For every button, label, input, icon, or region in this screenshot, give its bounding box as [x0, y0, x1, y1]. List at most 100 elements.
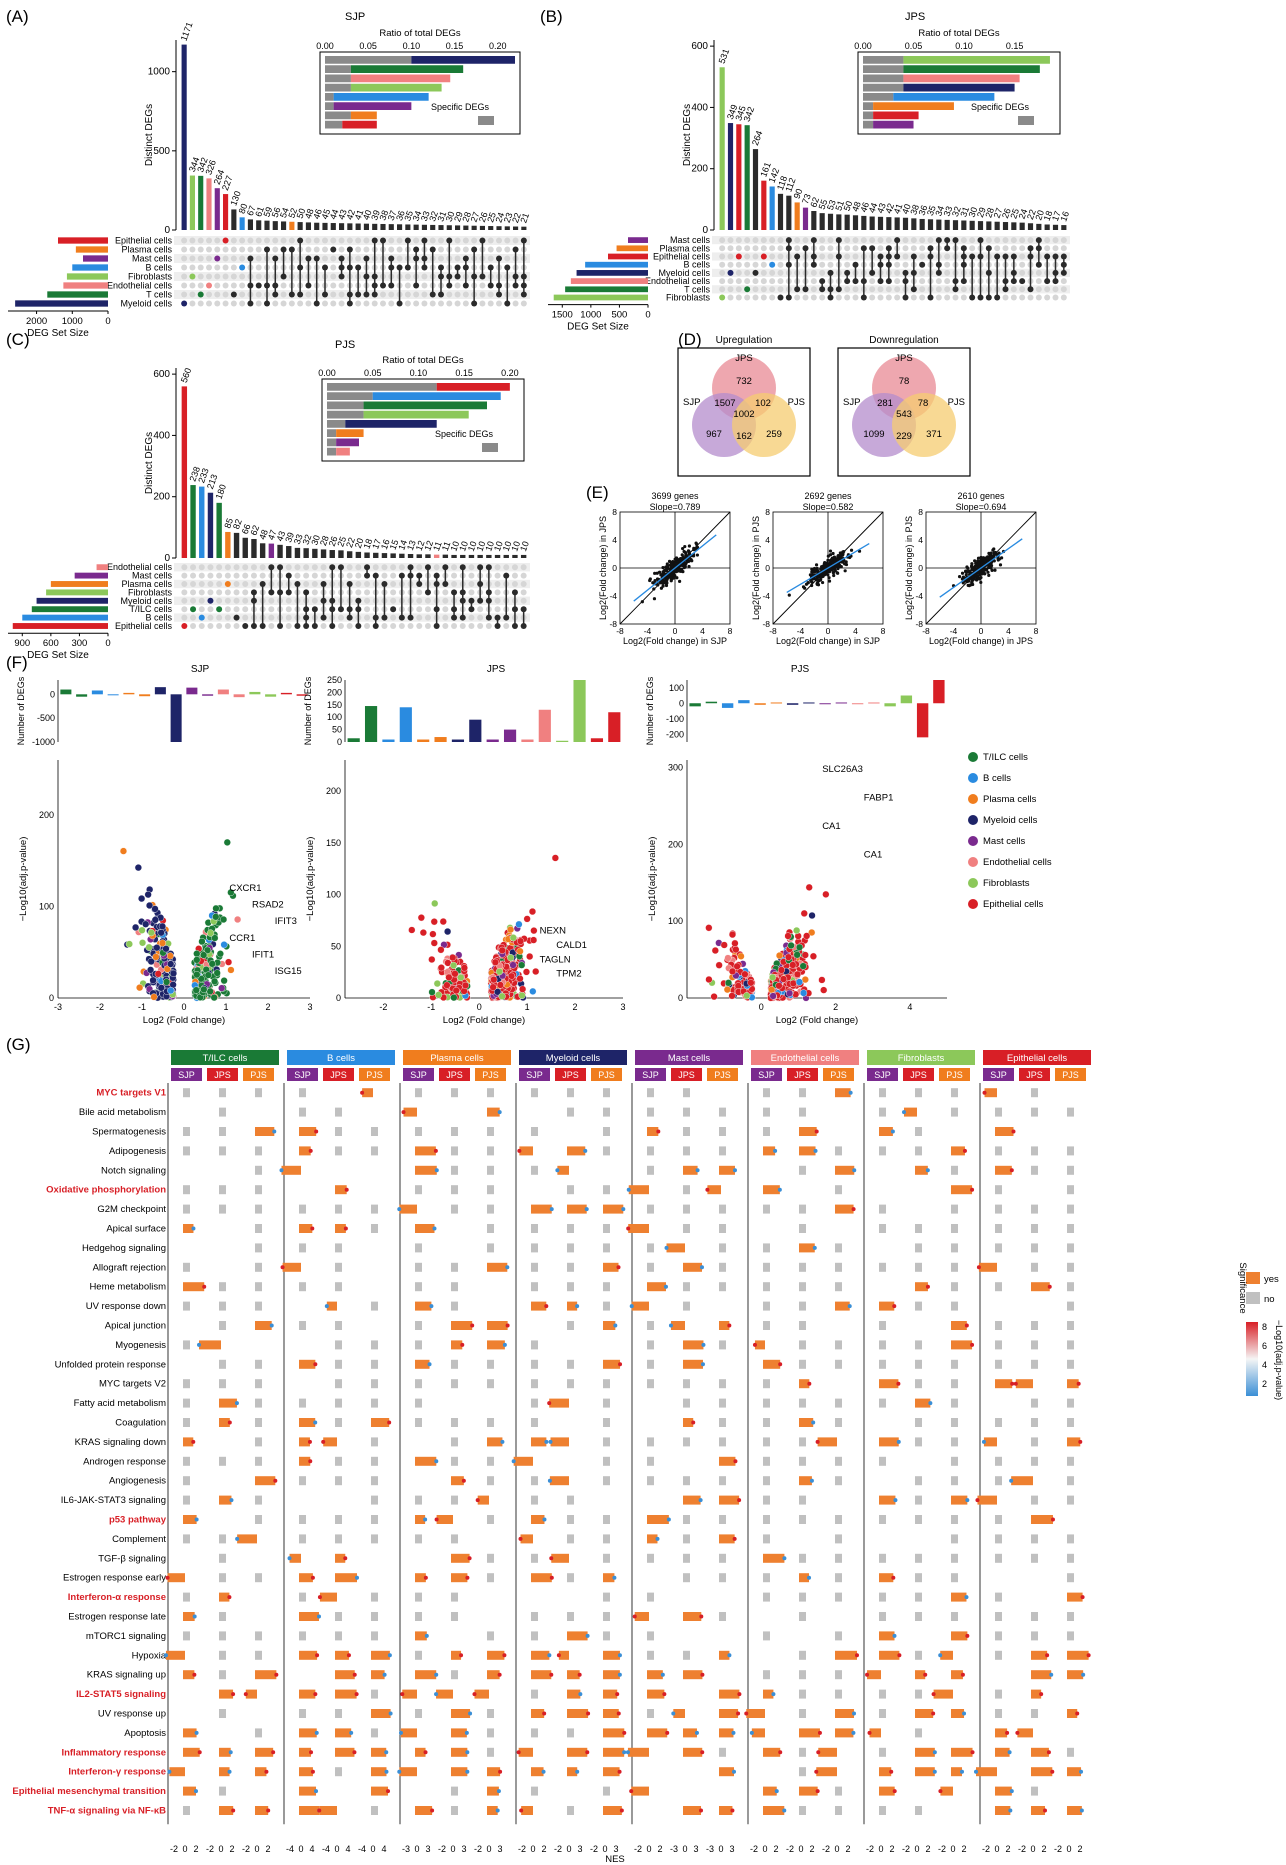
nes-bar	[183, 1418, 190, 1427]
matrix-dot	[216, 614, 223, 621]
set-size-bar	[31, 606, 108, 613]
nes-bar	[335, 1767, 342, 1777]
matrix-dot	[272, 300, 279, 307]
matrix-dot	[454, 291, 461, 298]
deg-count-bar	[434, 737, 447, 742]
matrix-dot	[451, 564, 458, 571]
volcano-point	[142, 920, 150, 928]
nes-bar	[567, 1359, 574, 1369]
set-name: Epithelial cells	[653, 252, 711, 262]
matrix-dot	[1035, 269, 1042, 276]
bar-label: 38	[377, 209, 390, 222]
nes-marker	[427, 1362, 432, 1367]
matrix-dot	[1019, 294, 1026, 301]
nes-bar	[451, 1204, 458, 1214]
nes-bar	[1031, 1165, 1038, 1175]
matrix-dot	[496, 246, 502, 253]
bar-y-tick-label: 0	[337, 737, 342, 747]
bar	[836, 214, 842, 230]
venn-down-frame	[837, 347, 971, 477]
matrix-dot	[760, 278, 767, 285]
matrix-dot	[944, 261, 951, 268]
x-tick-label: -4	[286, 1844, 294, 1854]
matrix-dot	[885, 237, 892, 244]
inset-tick-label: 0.05	[364, 368, 382, 378]
nes-bar	[683, 1127, 690, 1136]
nes-bar	[951, 1146, 965, 1156]
bar-label: 38	[908, 203, 921, 216]
bar	[827, 213, 834, 230]
matrix-dot	[181, 589, 188, 596]
nes-bar	[1067, 1495, 1074, 1505]
matrix-dot	[233, 564, 240, 571]
bar	[256, 220, 262, 230]
inset-tick-label: 0.15	[1006, 41, 1024, 51]
set-size-tick-label: 600	[43, 638, 59, 649]
matrix-dot	[230, 246, 237, 253]
volcano-point	[731, 939, 739, 947]
nes-bar	[603, 1476, 610, 1486]
deg-count-bar	[202, 694, 214, 696]
matrix-dot	[285, 606, 292, 613]
volcano-point	[154, 970, 162, 978]
pathway-label: Coagulation	[115, 1418, 166, 1429]
scatter-point	[671, 576, 675, 580]
nes-bar	[879, 1689, 886, 1699]
nes-marker	[1005, 1730, 1010, 1735]
nes-marker	[279, 1168, 284, 1173]
nes-marker	[349, 1730, 354, 1735]
bar	[388, 224, 394, 230]
nes-marker	[397, 1769, 402, 1774]
nes-bar	[799, 1767, 806, 1777]
matrix-dot	[944, 269, 951, 276]
nes-bar	[518, 1747, 533, 1757]
nes-bar	[199, 1340, 221, 1350]
scatter-point	[652, 597, 657, 601]
group-label: JPS	[214, 1070, 231, 1080]
bar	[381, 553, 388, 558]
matrix-dot	[216, 597, 223, 604]
nes-bar	[371, 1379, 378, 1389]
volcano-point	[220, 977, 228, 985]
nes-marker	[518, 1536, 523, 1541]
nes-marker	[732, 1536, 737, 1541]
matrix-dot	[520, 581, 527, 587]
nes-bar	[371, 1495, 378, 1505]
venn-up-circle-pjs	[732, 393, 796, 457]
nes-marker	[865, 1672, 870, 1677]
bar	[405, 224, 411, 230]
nes-bar	[603, 1398, 610, 1408]
nes-bar	[281, 1165, 301, 1175]
deg-count-bar	[503, 729, 517, 742]
nes-marker	[733, 1459, 738, 1464]
matrix-dot	[390, 581, 397, 587]
matrix-dot	[390, 597, 397, 604]
nes-bar	[975, 1767, 997, 1777]
nes-bar	[335, 1650, 349, 1660]
nes-marker	[465, 1769, 470, 1774]
nes-bar	[1067, 1650, 1089, 1660]
nes-bar	[995, 1650, 1002, 1660]
nes-bar	[451, 1495, 458, 1505]
nes-marker	[344, 1187, 349, 1192]
matrix-dot	[1035, 294, 1042, 301]
inset-bar-shared	[325, 93, 334, 101]
matrix-dot	[454, 237, 461, 244]
nes-bar	[183, 1088, 190, 1098]
nes-bar	[531, 1553, 538, 1563]
set-size-bar	[585, 261, 648, 268]
nes-marker	[556, 1653, 561, 1658]
matrix-dot	[794, 294, 801, 301]
nes-marker	[465, 1750, 470, 1755]
nes-bar	[683, 1185, 690, 1195]
matrix-dot	[760, 269, 767, 276]
nes-marker	[960, 1672, 965, 1677]
nes-bar	[371, 1806, 378, 1815]
nes-bar	[603, 1456, 610, 1466]
nes-bar	[634, 1612, 649, 1621]
matrix-dot	[744, 269, 751, 276]
venn-up-label-sjp: SJP	[683, 397, 700, 408]
volcano-point	[741, 970, 749, 978]
pathway-label: UV response down	[86, 1301, 166, 1312]
nes-bar	[299, 1127, 317, 1136]
